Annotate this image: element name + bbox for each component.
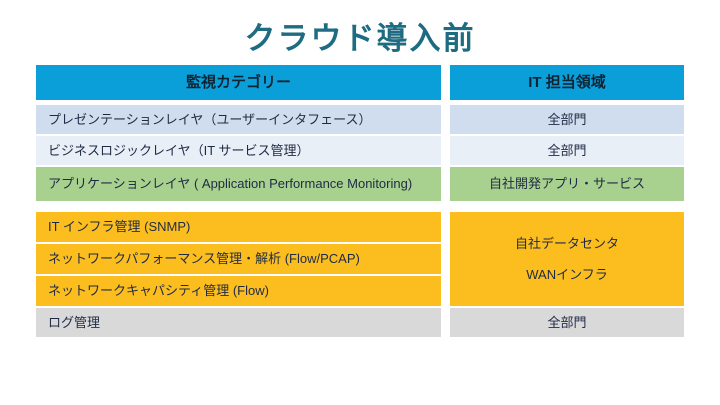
row-application-layer: アプリケーションレイヤ ( Application Performance Mo…: [36, 167, 441, 201]
row-business-logic-layer: ビジネスロジックレイヤ（IT サービス管理）: [36, 136, 441, 165]
row-presentation-layer: プレゼンテーションレイヤ（ユーザーインタフェース）: [36, 105, 441, 134]
comparison-table: 監視カテゴリー プレゼンテーションレイヤ（ユーザーインタフェース） ビジネスロジ…: [36, 65, 684, 339]
slide-title: クラウド導入前: [244, 21, 476, 56]
left-column-header: 監視カテゴリー: [36, 65, 441, 100]
cell-datacenter-wan-merged: 自社データセンタ WANインフラ: [450, 212, 684, 306]
merged-cell-line-1: 自社データセンタ: [514, 235, 619, 251]
cell-all-departments-3: 全部門: [450, 308, 684, 337]
right-column-header: IT 担当領域: [450, 65, 684, 100]
cell-inhouse-apps-services: 自社開発アプリ・サービス: [450, 167, 684, 201]
cell-all-departments-2: 全部門: [450, 136, 684, 165]
row-log-management: ログ管理: [36, 308, 441, 337]
merged-cell-line-2: WANインフラ: [526, 266, 608, 282]
cell-all-departments-1: 全部門: [450, 105, 684, 134]
row-network-capacity-management: ネットワークキャパシティ管理 (Flow): [36, 276, 441, 306]
monitoring-category-column: 監視カテゴリー プレゼンテーションレイヤ（ユーザーインタフェース） ビジネスロジ…: [36, 65, 441, 339]
row-network-performance-management: ネットワークパフォーマンス管理・解析 (Flow/PCAP): [36, 244, 441, 274]
it-responsibility-column: IT 担当領域 全部門 全部門 自社開発アプリ・サービス 自社データセンタ WA…: [450, 65, 684, 339]
row-it-infra-management: IT インフラ管理 (SNMP): [36, 212, 441, 242]
